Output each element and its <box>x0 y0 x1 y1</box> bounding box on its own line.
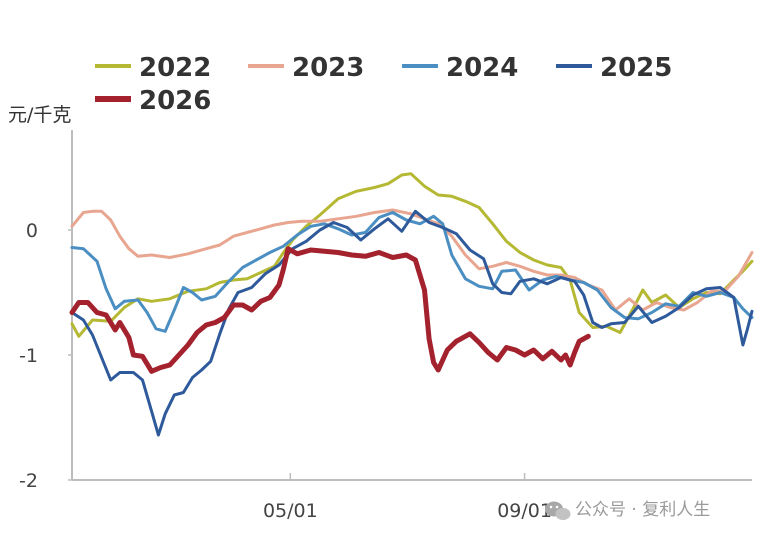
watermark-text: 公众号 · 复利人生 <box>575 500 710 520</box>
y-axis-unit-label: 元/千克 <box>8 104 71 126</box>
wechat-icon <box>545 501 571 520</box>
axes: 0 -1 -2 05/01 09/01 <box>19 130 752 522</box>
legend: 2022 2023 2024 2025 2026 <box>95 53 672 116</box>
y-tick-label: -1 <box>19 345 38 367</box>
y-tick-label: 0 <box>26 220 38 242</box>
series-line-2025 <box>70 209 754 437</box>
legend-label-2023: 2023 <box>292 53 364 83</box>
y-tick-label: -2 <box>19 470 38 492</box>
watermark: 公众号 · 复利人生 <box>545 500 710 520</box>
legend-label-2025: 2025 <box>600 53 672 83</box>
legend-label-2024: 2024 <box>446 53 518 83</box>
x-tick-label: 05/01 <box>263 500 318 522</box>
series-line-2022 <box>70 172 754 338</box>
series-layer <box>69 172 754 437</box>
series-line-2024 <box>70 211 754 333</box>
series-line-2026 <box>69 246 591 374</box>
legend-label-2026: 2026 <box>139 86 211 116</box>
x-tick-label: 09/01 <box>497 500 552 522</box>
legend-label-2022: 2022 <box>139 53 211 83</box>
